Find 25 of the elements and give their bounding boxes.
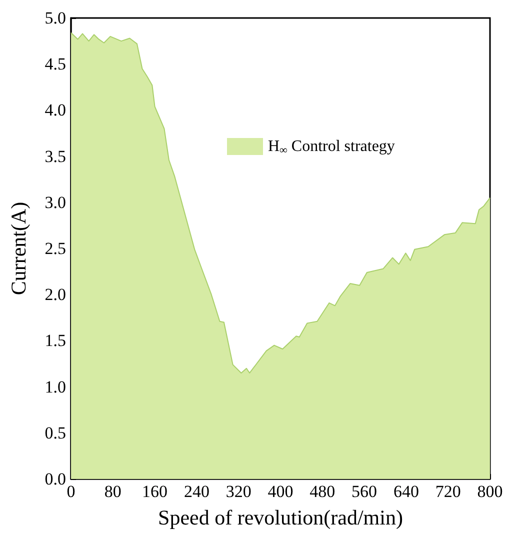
y-tick-label: 0.5 [44,423,66,442]
y-tick-label: 3.0 [44,192,66,212]
y-tick-label: 1.0 [44,377,66,396]
y-tick-label: 0.0 [44,470,66,488]
x-tick-label: 720 [435,482,461,501]
y-tick-label: 2.0 [44,285,66,304]
x-tick-label: 800 [477,482,503,501]
x-tick-label: 560 [352,482,378,501]
x-tick-label: 320 [226,482,252,501]
y-axis-title: Current(A) [6,202,30,296]
x-tick-label: 480 [310,482,336,501]
x-tick-label: 240 [184,482,210,501]
x-tick-label: 160 [142,482,168,501]
y-tick-label: 4.5 [44,54,66,74]
y-tick-label: 5.0 [44,8,66,28]
x-tick-label: 400 [268,482,294,501]
y-tick-label: 3.5 [44,146,66,166]
y-tick-label: 2.5 [44,239,66,258]
legend-label: H∞ Control strategy [268,138,395,156]
x-tick-label: 640 [393,482,419,501]
y-tick-label: 1.5 [44,331,66,350]
x-axis-title: Speed of revolution(rad/min) [158,506,403,530]
x-tick-label: 0 [66,482,76,501]
y-tick-label: 4.0 [44,100,66,120]
x-tick-label: 80 [104,482,122,501]
